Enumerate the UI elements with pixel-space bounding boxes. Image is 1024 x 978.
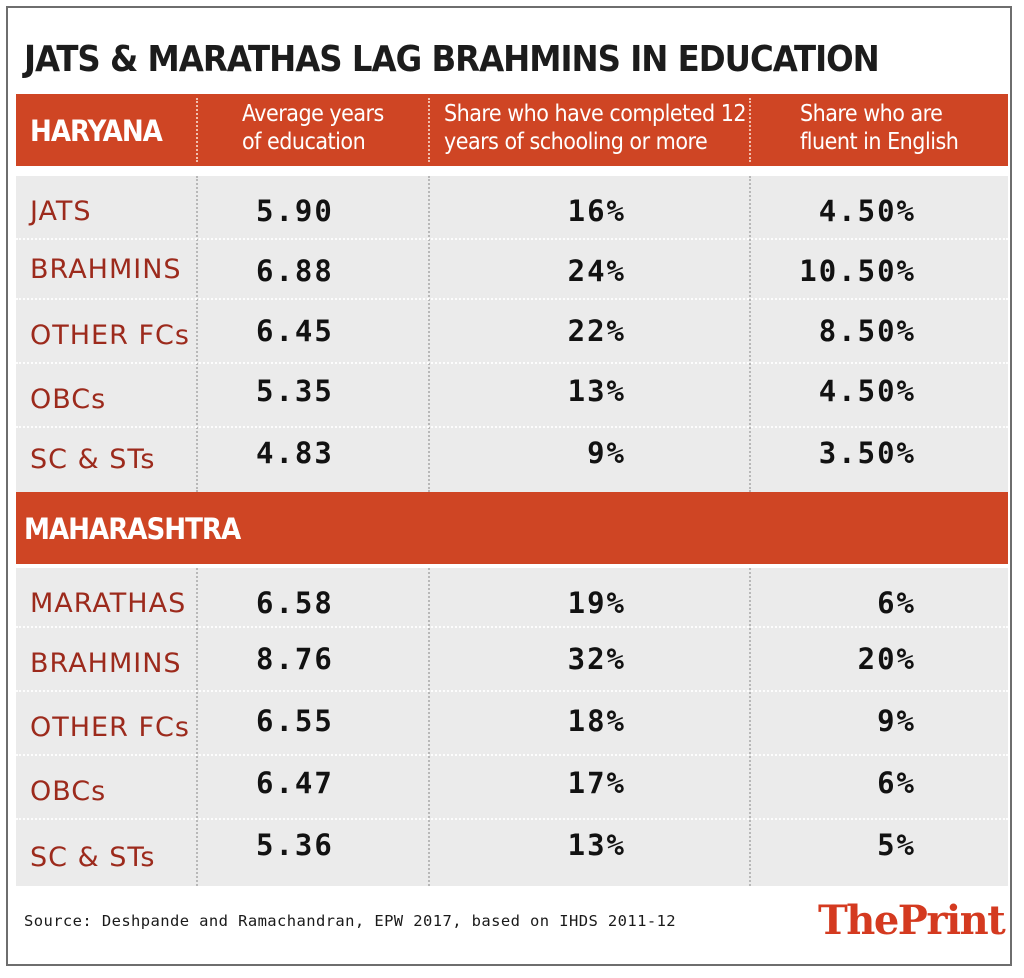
header-column-separator <box>428 98 430 162</box>
cell-value-col3: 3.50% <box>818 436 916 470</box>
row-label: OTHER FCs <box>30 320 190 351</box>
cell-value-col1: 6.58 <box>256 586 334 620</box>
row-separator <box>16 754 1008 756</box>
cell-value-col2: 22% <box>567 314 626 348</box>
cell-value-col3: 4.50% <box>818 374 916 408</box>
column-separator <box>196 176 198 492</box>
column-header-english: Share who are fluent in English <box>800 100 959 160</box>
maharashtra-header-band <box>16 492 1008 564</box>
cell-value-col2: 13% <box>567 828 626 862</box>
cell-value-col1: 6.45 <box>256 314 334 348</box>
header-column-separator <box>749 98 751 162</box>
cell-value-col2: 24% <box>567 254 626 288</box>
row-separator <box>16 362 1008 364</box>
header-column-separator <box>196 98 198 162</box>
cell-value-col1: 5.36 <box>256 828 334 862</box>
column-header-line: Share who are <box>800 101 943 127</box>
row-label: BRAHMINS <box>30 648 182 679</box>
column-header-avg-years: Average years of education <box>242 100 384 160</box>
cell-value-col2: 16% <box>567 194 626 228</box>
column-separator <box>196 568 198 886</box>
row-separator <box>16 690 1008 692</box>
cell-value-col3: 20% <box>857 642 916 676</box>
column-separator <box>428 176 430 492</box>
column-separator <box>749 568 751 886</box>
cell-value-col1: 6.88 <box>256 254 334 288</box>
chart-title: JATS & MARATHAS LAG BRAHMINS IN EDUCATIO… <box>24 39 880 80</box>
row-label: OBCs <box>30 384 107 415</box>
source-note: Source: Deshpande and Ramachandran, EPW … <box>24 912 677 930</box>
row-label: SC & STs <box>30 842 156 873</box>
row-separator <box>16 818 1008 820</box>
cell-value-col2: 9% <box>587 436 626 470</box>
haryana-table-body: JATS 5.90 16% 4.50% BRAHMINS 6.88 24% 10.50% OTH… <box>16 176 1008 492</box>
cell-value-col2: 17% <box>567 766 626 800</box>
cell-value-col3: 5% <box>877 828 916 862</box>
cell-value-col2: 19% <box>567 586 626 620</box>
row-separator <box>16 626 1008 628</box>
section-title-haryana: HARYANA <box>30 114 163 148</box>
cell-value-col3: 4.50% <box>818 194 916 228</box>
column-header-line: years of schooling or more <box>444 129 708 155</box>
logo-print: Print <box>897 897 1006 944</box>
theprint-logo: ThePrint <box>818 897 1006 944</box>
cell-value-col2: 18% <box>567 704 626 738</box>
maharashtra-table-body: MARATHAS 6.58 19% 6% BRAHMINS 8.76 32% 20% OTHER… <box>16 568 1008 886</box>
column-header-line: Share who have completed 12 <box>444 101 747 127</box>
row-separator <box>16 298 1008 300</box>
column-header-completed-12: Share who have completed 12 years of sch… <box>444 100 747 160</box>
row-separator <box>16 426 1008 428</box>
row-label: OTHER FCs <box>30 712 190 743</box>
cell-value-col2: 13% <box>567 374 626 408</box>
cell-value-col2: 32% <box>567 642 626 676</box>
row-label: SC & STs <box>30 444 156 475</box>
row-label: JATS <box>30 196 92 227</box>
haryana-header-band <box>16 94 1008 166</box>
column-header-line: fluent in English <box>800 129 959 155</box>
row-label: OBCs <box>30 776 107 807</box>
row-label: BRAHMINS <box>30 254 182 285</box>
cell-value-col1: 4.83 <box>256 436 334 470</box>
cell-value-col3: 6% <box>877 766 916 800</box>
column-header-line: Average years <box>242 101 384 127</box>
cell-value-col1: 6.55 <box>256 704 334 738</box>
column-separator <box>428 568 430 886</box>
cell-value-col3: 6% <box>877 586 916 620</box>
row-label: MARATHAS <box>30 588 187 619</box>
column-header-line: of education <box>242 129 366 155</box>
cell-value-col1: 6.47 <box>256 766 334 800</box>
cell-value-col1: 5.35 <box>256 374 334 408</box>
cell-value-col3: 9% <box>877 704 916 738</box>
cell-value-col3: 8.50% <box>818 314 916 348</box>
cell-value-col3: 10.50% <box>799 254 916 288</box>
logo-the: The <box>818 897 899 944</box>
section-title-maharashtra: MAHARASHTRA <box>24 512 241 546</box>
row-separator <box>16 238 1008 240</box>
cell-value-col1: 8.76 <box>256 642 334 676</box>
cell-value-col1: 5.90 <box>256 194 334 228</box>
column-separator <box>749 176 751 492</box>
